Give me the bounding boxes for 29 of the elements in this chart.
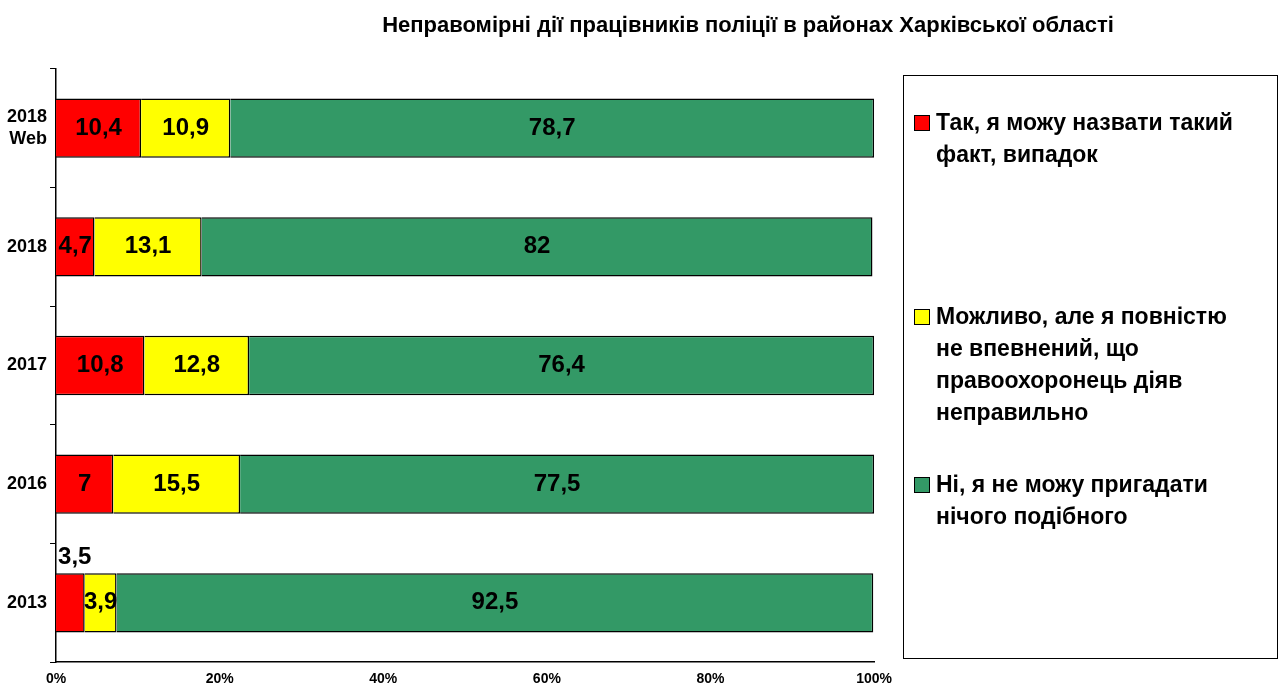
y-tick-label: 2017 <box>7 354 48 375</box>
data-label: 12,8 <box>173 350 221 378</box>
data-label: 82 <box>523 231 551 259</box>
legend-label: Ні, я не можу пригадати нічого подібного <box>936 470 1209 531</box>
y-tick-label: 2013 <box>7 591 48 612</box>
legend-label: Можливо, але я повністю не впевнений, що правоохоронець діяв неправильно <box>936 302 1228 427</box>
data-label: 10,8 <box>76 350 124 378</box>
data-label: 15,5 <box>153 468 201 496</box>
x-tick-label: 80% <box>696 670 726 687</box>
data-label: 13,1 <box>124 231 172 259</box>
legend-label: Так, я можу назвати такий факт, випадок <box>936 108 1234 169</box>
x-tick-label: 40% <box>369 670 398 687</box>
data-label: 76,4 <box>538 350 586 378</box>
y-tick-label: 2018 <box>7 235 48 256</box>
data-label: 7 <box>78 468 92 496</box>
data-label: 10,4 <box>75 112 123 140</box>
data-label: 10,9 <box>162 112 210 140</box>
y-tick-label: 2016 <box>7 473 48 494</box>
x-tick-label: 0% <box>45 670 67 687</box>
chart-title: Неправомірні дії працівників поліції в районах Харківської області <box>381 12 1115 38</box>
data-label: 4,7 <box>58 231 92 259</box>
x-tick-label: 60% <box>532 670 562 687</box>
data-label: 77,5 <box>533 468 581 496</box>
data-label: 78,7 <box>528 112 576 140</box>
x-tick-label: 100% <box>856 670 893 687</box>
data-label: 92,5 <box>471 587 519 615</box>
y-tick-label: 2018 Web <box>7 106 48 148</box>
x-tick-label: 20% <box>205 670 235 687</box>
data-label: 3,5 <box>58 541 92 569</box>
